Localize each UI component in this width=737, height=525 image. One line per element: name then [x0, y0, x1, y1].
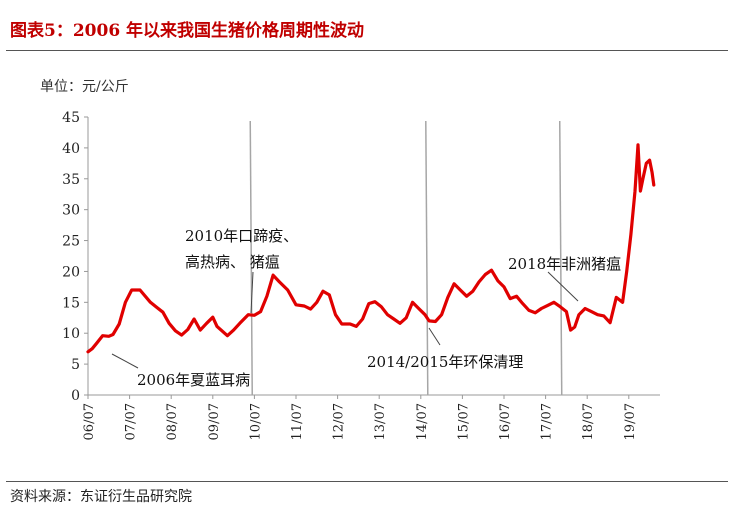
x-tick-label: 09/07 — [207, 403, 222, 440]
annotation-leaders — [111, 271, 579, 369]
event-vline — [249, 120, 253, 396]
annotations: 2006年夏蓝耳病 2010年口蹄疫、高热病、 猪瘟 2014/2015年环保清理 2… — [137, 227, 621, 389]
x-tick-label: 11/07 — [290, 403, 305, 440]
x-tick-label: 06/07 — [82, 403, 97, 440]
title-rule — [6, 50, 728, 51]
footer-rule — [6, 481, 728, 482]
x-tick-label: 17/07 — [540, 403, 555, 440]
y-tick-label: 30 — [62, 203, 80, 219]
price-line-chart: 单位：元/公斤 0 5 10 15 20 25 30 35 40 45 06/07 07/07 08/… — [40, 79, 660, 440]
unit-label: 单位：元/公斤 — [40, 79, 129, 95]
annotation-label: 2014/2015年环保清理 — [367, 353, 523, 371]
event-markers — [249, 120, 563, 396]
x-tick-label: 12/07 — [332, 403, 347, 440]
y-tick-label: 25 — [62, 234, 80, 250]
figure-title: 图表5：2006 年以来我国生猪价格周期性波动 — [10, 21, 365, 41]
y-tick-label: 15 — [62, 295, 80, 311]
annotation-leader — [111, 353, 139, 369]
y-tick-label: 10 — [62, 326, 80, 342]
x-tick-label: 19/07 — [623, 403, 638, 440]
annotation-label: 2018年非洲猪瘟 — [508, 255, 621, 273]
y-tick-label: 5 — [71, 357, 80, 373]
y-axis: 0 5 10 15 20 25 30 35 40 45 — [62, 110, 89, 404]
x-tick-label: 13/07 — [373, 403, 388, 440]
annotation-leader — [250, 271, 254, 314]
event-vline — [425, 120, 429, 396]
x-tick-label: 15/07 — [456, 403, 471, 440]
annotation-label: 2006年夏蓝耳病 — [137, 371, 250, 389]
annotation-leader — [428, 327, 441, 346]
x-tick-label: 10/07 — [248, 403, 263, 440]
series-layer — [86, 143, 656, 354]
y-tick-label: 35 — [62, 172, 80, 188]
price-line — [86, 143, 656, 354]
x-tick-label: 16/07 — [498, 403, 513, 440]
x-axis: 06/07 07/07 08/07 09/07 10/07 11/07 12/07 13/07… — [82, 394, 660, 440]
x-tick-label: 07/07 — [124, 403, 139, 440]
annotation-label: 高热病、 猪瘟 — [185, 253, 280, 271]
y-tick-label: 0 — [71, 388, 80, 404]
event-vline — [558, 120, 563, 396]
y-tick-label: 20 — [62, 264, 80, 280]
y-tick-label: 40 — [62, 141, 80, 157]
x-tick-label: 18/07 — [581, 403, 596, 440]
x-tick-label: 14/07 — [415, 403, 430, 440]
y-tick-label: 45 — [62, 110, 80, 126]
annotation-leader — [547, 271, 579, 302]
annotation-label: 2010年口蹄疫、 — [185, 227, 298, 245]
x-tick-label: 08/07 — [165, 403, 180, 440]
source-note: 资料来源：东证衍生品研究院 — [10, 489, 192, 505]
